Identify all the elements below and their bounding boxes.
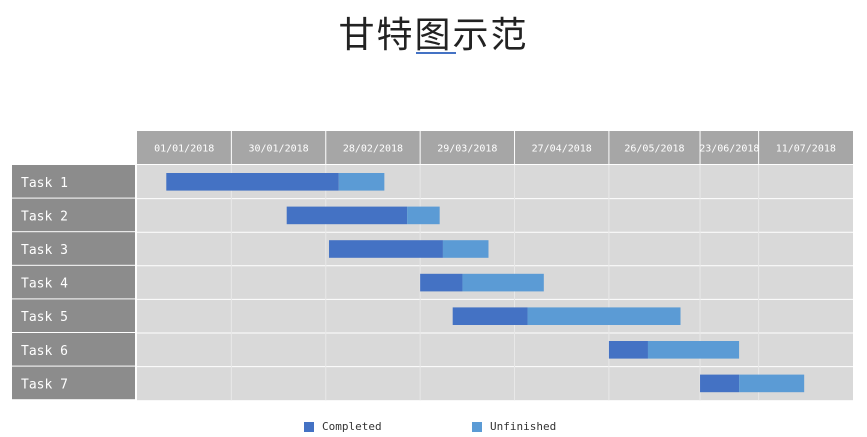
task-label-background: [12, 333, 135, 366]
task-label: Task 2: [21, 209, 68, 224]
chart-title: 甘特图示范: [338, 15, 529, 56]
task-label: Task 3: [21, 243, 68, 258]
legend-label-unfinished: Unfinished: [490, 420, 557, 433]
task-label: Task 1: [21, 176, 68, 191]
task-labels: Task 1 Task 2 Task 3 Task 4 Task 5 Task 6 Task…: [12, 165, 135, 400]
task-bars: [166, 173, 805, 393]
legend: Completed Unfinished: [0, 420, 867, 436]
bar-completed: [329, 240, 443, 258]
x-tick-label: 01/01/2018: [154, 144, 214, 155]
legend-item-completed: Completed: [304, 420, 382, 433]
x-tick-label: 11/07/2018: [776, 144, 836, 155]
x-tick-label: 28/02/2018: [343, 144, 403, 155]
task-label: Task 4: [21, 277, 68, 292]
task-label-background: [12, 232, 135, 265]
x-tick-label: 29/03/2018: [437, 144, 497, 155]
bar-completed: [286, 206, 408, 225]
task-label: Task 5: [21, 310, 68, 325]
header-background: [137, 131, 853, 164]
x-tick-label: 27/04/2018: [532, 144, 592, 155]
x-tick-label: 30/01/2018: [248, 144, 308, 155]
bar-unfinished: [442, 240, 489, 258]
task-label: Task 6: [21, 344, 68, 359]
bar-unfinished: [338, 173, 385, 191]
bar-completed: [166, 173, 339, 191]
task-label-background: [12, 165, 135, 198]
legend-label-completed: Completed: [322, 420, 382, 433]
task-label: Task 7: [21, 377, 68, 392]
legend-swatch-unfinished: [472, 421, 482, 432]
task-label-background: [12, 366, 135, 400]
task-label-background: [12, 265, 135, 299]
bar-unfinished: [647, 341, 740, 359]
task-label-background: [12, 198, 135, 232]
bar-unfinished: [407, 206, 440, 225]
bar-unfinished: [527, 307, 681, 325]
bar-completed: [700, 374, 740, 393]
legend-item-unfinished: Unfinished: [472, 420, 556, 433]
legend-swatch-completed: [304, 421, 314, 432]
bar-unfinished: [462, 273, 544, 292]
title-underline: [416, 52, 456, 54]
bar-completed: [608, 341, 648, 359]
bar-unfinished: [739, 374, 805, 393]
x-tick-label: 23/06/2018: [699, 144, 759, 155]
x-tick-label: 26/05/2018: [624, 144, 684, 155]
header-row: 01/01/2018 30/01/2018 28/02/2018 29/03/2018…: [137, 131, 853, 164]
bar-completed: [420, 273, 463, 292]
bar-completed: [452, 307, 528, 325]
task-label-background: [12, 299, 135, 332]
